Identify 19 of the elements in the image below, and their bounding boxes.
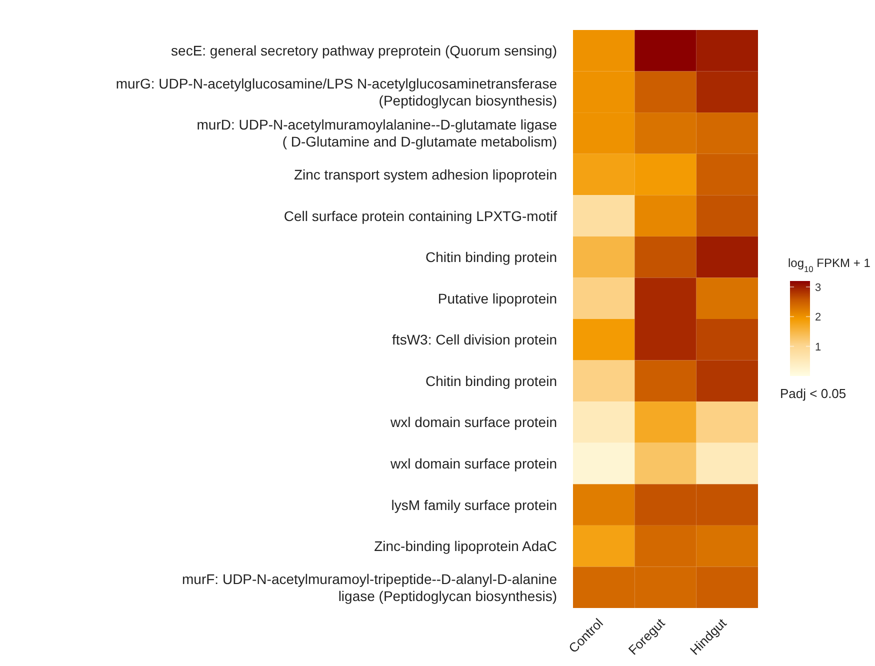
text: Padj < 0.05 (780, 386, 846, 401)
y-tick-label: Chitin binding protein (425, 372, 557, 389)
y-tick-label: wxl domain surface protein (389, 414, 557, 430)
y-tick-label: secE: general secretory pathway preprotein (Quorum sensing) (171, 42, 557, 59)
y-tick-label: Chitin binding protein (425, 249, 557, 266)
y-tick-label: ftsW3: Cell division protein (392, 332, 557, 348)
y-tick-label: wxl domain surface protein (389, 456, 557, 472)
y-tick-label: Putative lipoprotein (438, 290, 557, 306)
y-tick-label: Zinc-binding lipoprotein AdaC (374, 538, 557, 554)
color-bar-label: 1 (815, 341, 822, 354)
color-bar-title: log$_{10}$ FPKM + 1 (788, 256, 871, 274)
y-tick-label: Cell surface protein containing LPXTG-motif (284, 208, 558, 224)
y-tick-label: murD: UDP-N-acetylmuramoylalanine--D-glutamate ligase ( D-Glutamine and D-glutamate metabolism) (196, 116, 558, 150)
y-tick-label: murG: UDP-N-acetylglucosamine/LPS N-acetylglucosaminetransferase (Peptidoglycan biosynthesis) (116, 75, 558, 108)
y-tick-label: murF: UDP-N-acetylmuramoyl-tripeptide--D-alanyl-D-alanine ligase (Peptidoglycan biosynthesis) (182, 570, 558, 604)
color-bar-label: 3 (815, 282, 822, 294)
y-tick-label: lysM family surface protein (391, 496, 557, 513)
color-bar-label: 2 (815, 312, 822, 324)
y-tick-label: Zinc transport system adhesion lipoprotein (294, 166, 557, 182)
